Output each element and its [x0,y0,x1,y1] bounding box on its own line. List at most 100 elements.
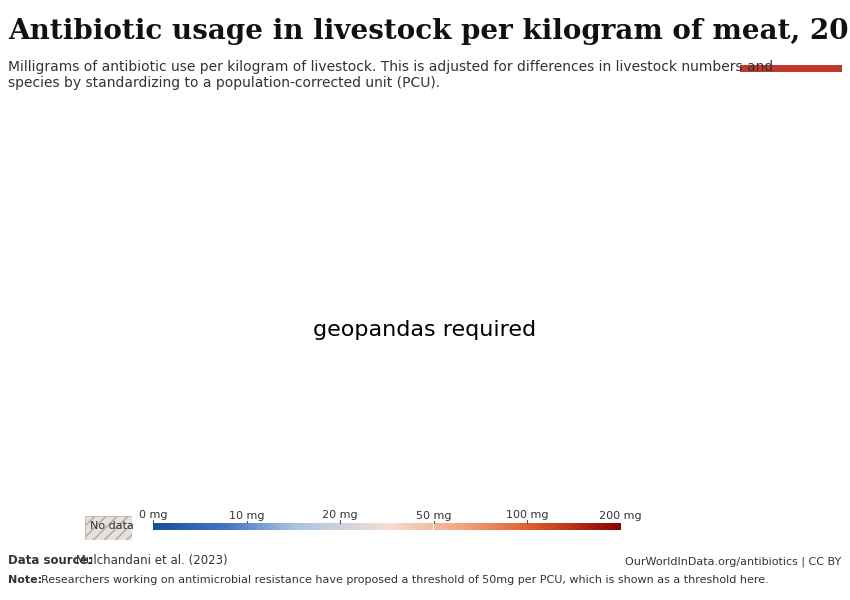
Bar [530,523,532,530]
Bar [382,523,384,530]
Bar [244,523,246,530]
Bar [415,523,417,530]
Text: Milligrams of antibiotic use per kilogram of livestock. This is adjusted for dif: Milligrams of antibiotic use per kilogra… [8,60,774,90]
Bar [371,523,372,530]
Bar [604,523,606,530]
Bar [153,523,156,530]
Bar [269,523,272,530]
Bar [428,523,431,530]
Bar [158,523,160,530]
Bar [567,523,569,530]
Bar [237,523,240,530]
Bar [359,523,361,530]
Bar [275,523,277,530]
Bar [363,523,366,530]
Text: 100 mg: 100 mg [506,510,548,520]
Bar [740,65,842,72]
Bar [343,523,344,530]
Bar [455,523,457,530]
Bar [256,523,258,530]
Bar [484,523,487,530]
Bar [316,523,319,530]
Bar [539,523,541,530]
Bar [328,523,331,530]
Bar [380,523,382,530]
Bar [457,523,459,530]
Bar [532,523,534,530]
Bar [599,523,602,530]
Bar [471,523,473,530]
Bar [177,523,178,530]
Bar [349,523,352,530]
Bar [384,523,387,530]
Bar [405,523,408,530]
Bar [233,523,235,530]
Bar [615,523,618,530]
Bar [167,523,169,530]
Bar [562,523,564,530]
Bar [588,523,590,530]
Bar [268,523,269,530]
Bar [260,523,263,530]
Bar [197,523,200,530]
Bar [366,523,368,530]
Bar [583,523,586,530]
Bar [284,523,286,530]
Bar [277,523,279,530]
Bar [570,523,571,530]
Bar [354,523,356,530]
Bar [368,523,371,530]
Bar [253,523,256,530]
Bar [400,523,403,530]
Bar [450,523,452,530]
Bar [478,523,480,530]
Text: 200 mg: 200 mg [599,511,642,521]
Bar [462,523,464,530]
Bar [286,523,288,530]
Bar [188,523,190,530]
Bar [614,523,615,530]
Bar [230,523,232,530]
Text: No data: No data [90,521,134,531]
Bar [324,523,326,530]
Bar [496,523,499,530]
Bar [160,523,162,530]
Bar [279,523,281,530]
Bar [169,523,172,530]
Bar [459,523,462,530]
Bar [235,523,237,530]
Bar [511,523,513,530]
Bar [592,523,595,530]
Bar [221,523,223,530]
Bar [559,523,562,530]
Bar [515,523,518,530]
Bar [475,523,478,530]
Bar [181,523,184,530]
Bar [394,523,396,530]
Bar [524,523,527,530]
Bar [387,523,389,530]
Bar [307,523,309,530]
Bar [174,523,177,530]
Bar [595,523,597,530]
Bar [424,523,427,530]
Bar [558,523,559,530]
Bar [403,523,405,530]
Text: Data source:: Data source: [8,554,93,567]
Bar [555,523,558,530]
Bar [305,523,307,530]
Bar [391,523,394,530]
Text: 10 mg: 10 mg [229,511,264,521]
Bar [574,523,576,530]
Bar [609,523,611,530]
Bar [431,523,434,530]
Bar [218,523,221,530]
Bar [445,523,447,530]
Bar [502,523,503,530]
Bar [331,523,333,530]
Bar [586,523,587,530]
Bar [337,523,340,530]
Text: Our World: Our World [761,28,820,38]
Bar [326,523,328,530]
Bar [618,523,620,530]
